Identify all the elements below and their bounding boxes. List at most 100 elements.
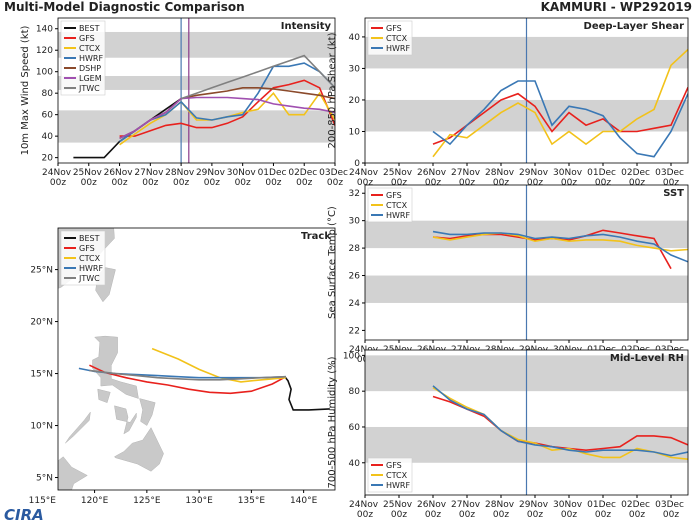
y-tick-label: 24 <box>349 299 361 309</box>
plot-area <box>365 185 688 340</box>
x-tick-label: 130°E <box>185 496 213 506</box>
x-tick-label: 27Nov 00z <box>134 168 166 188</box>
y-tick-label: 140 <box>36 25 53 35</box>
y-tick-label: 5°N <box>36 474 53 484</box>
x-tick-label: 28Nov 00z <box>485 500 517 520</box>
plot-frame <box>364 184 689 341</box>
x-tick-label: 03Dec 00z <box>655 168 687 188</box>
plot-area <box>58 18 335 163</box>
x-tick-label: 26Nov 00z <box>417 500 449 520</box>
legend-label: GFS <box>386 24 402 33</box>
x-tick-label: 01Dec 00z <box>587 500 619 520</box>
land <box>65 411 91 444</box>
legend-label: LGEM <box>79 74 102 83</box>
y-tick-label: 0 <box>354 159 360 169</box>
legend-label: HWRF <box>386 44 410 53</box>
series-line <box>432 385 688 457</box>
x-tick-label: 29Nov 00z <box>519 500 551 520</box>
panel-title: Mid-Level RH <box>610 353 684 364</box>
series-line <box>284 376 330 411</box>
x-tick-label: 25Nov 00z <box>383 168 415 188</box>
plot-frame <box>57 227 336 491</box>
y-tick-label: 100 <box>343 351 360 361</box>
y-tick-label: 26 <box>349 272 361 282</box>
x-tick-label: 30Nov 00z <box>227 168 259 188</box>
series-line <box>432 80 688 158</box>
y-tick-label: 20 <box>349 96 361 106</box>
series-line <box>151 347 286 383</box>
legend-label: HWRF <box>386 211 410 220</box>
legend-label: BEST <box>79 234 100 243</box>
series-line <box>89 369 286 381</box>
x-tick-label: 03Dec 00z <box>655 500 687 520</box>
y-tick-label: 20°N <box>30 318 53 328</box>
x-tick-label: 02Dec 00z <box>621 168 653 188</box>
y-tick-label: 80 <box>42 89 54 99</box>
y-tick-label: 80 <box>349 387 361 397</box>
y-tick-label: 10°N <box>30 422 53 432</box>
band <box>58 110 335 143</box>
x-tick-label: 140°E <box>290 496 318 506</box>
y-axis-label: Sea Surface Temp (°C) <box>327 206 338 319</box>
legend-label: CTCX <box>386 471 408 480</box>
x-tick-label: 01Dec 00z <box>258 168 290 188</box>
y-tick-label: 30 <box>349 217 361 227</box>
legend-label: GFS <box>79 34 95 43</box>
legend-label: CTCX <box>386 34 408 43</box>
y-tick-label: 22 <box>349 326 360 336</box>
legend-label: HWRF <box>79 54 103 63</box>
x-tick-label: 30Nov 00z <box>553 500 585 520</box>
legend-label: HWRF <box>79 264 103 273</box>
legend-label: BEST <box>79 24 100 33</box>
legend-label: HWRF <box>386 481 410 490</box>
plot-frame <box>364 349 689 496</box>
x-tick-label: 03Dec 00z <box>319 168 351 188</box>
x-tick-label: 30Nov 00z <box>553 168 585 188</box>
x-tick-label: 01Dec 00z <box>587 168 619 188</box>
y-tick-label: 15°N <box>30 370 53 380</box>
legend-label: GFS <box>386 461 402 470</box>
x-tick-label: 25Nov 00z <box>73 168 105 188</box>
y-tick-label: 120 <box>36 46 53 56</box>
land <box>97 388 111 403</box>
legend-label: DSHP <box>79 64 101 73</box>
x-tick-label: 26Nov 00z <box>417 168 449 188</box>
y-tick-label: 20 <box>42 154 54 164</box>
y-tick-label: 40 <box>349 459 361 469</box>
panel-title: Intensity <box>281 21 332 32</box>
x-tick-label: 27Nov 00z <box>451 168 483 188</box>
plot-area <box>365 18 688 163</box>
y-axis-label: 700-500 hPa Humidity (%) <box>327 356 338 488</box>
x-tick-label: 28Nov 00z <box>165 168 197 188</box>
x-tick-label: 29Nov 00z <box>196 168 228 188</box>
series-line <box>432 386 688 460</box>
y-tick-label: 32 <box>349 189 360 199</box>
land <box>58 456 88 490</box>
legend-label: GFS <box>79 244 95 253</box>
y-tick-label: 60 <box>349 423 361 433</box>
y-axis-label: 200-850 hPa Shear (kt) <box>327 32 338 148</box>
y-tick-label: 30 <box>349 64 361 74</box>
x-tick-label: 115°E <box>29 496 57 506</box>
x-tick-label: 24Nov 00z <box>349 168 381 188</box>
panel-title: SST <box>663 188 684 199</box>
plot-frame <box>57 17 336 164</box>
x-tick-label: 135°E <box>238 496 266 506</box>
x-tick-label: 24Nov 00z <box>42 168 74 188</box>
x-tick-label: 25Nov 00z <box>383 500 415 520</box>
x-tick-label: 24Nov 00z <box>349 500 381 520</box>
series-line <box>89 364 287 395</box>
series-line <box>432 48 688 158</box>
y-tick-label: 60 <box>42 111 54 121</box>
panel-title: Deep-Layer Shear <box>584 21 685 32</box>
x-tick-label: 27Nov 00z <box>451 500 483 520</box>
storm-name: KAMMURI - WP292019 <box>541 0 692 14</box>
y-tick-label: 28 <box>349 244 361 254</box>
legend-label: CTCX <box>79 44 101 53</box>
legend-label: JTWC <box>78 84 100 93</box>
series-line <box>432 232 688 252</box>
x-tick-label: 125°E <box>133 496 161 506</box>
plot-frame <box>364 17 689 164</box>
legend-label: GFS <box>386 191 402 200</box>
